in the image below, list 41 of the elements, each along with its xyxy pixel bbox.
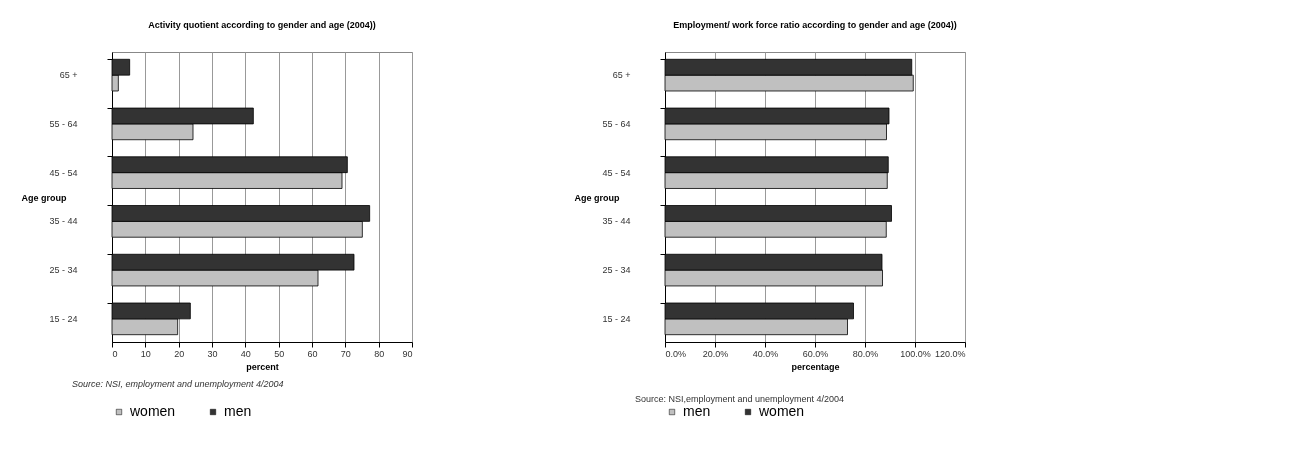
y-axis-title: Age group bbox=[574, 192, 620, 203]
y-axis-title: Age group bbox=[21, 192, 67, 203]
source-note: Source: NSI,employment and unemployment 4/2004 bbox=[635, 394, 845, 404]
y-tick-label: 65 + bbox=[612, 70, 631, 81]
x-tick-label: 40 bbox=[240, 348, 251, 359]
y-tick-label: 15 - 24 bbox=[602, 313, 631, 324]
x-tick-label: 40.0% bbox=[752, 348, 779, 359]
chart-title: Employment/ work force ratio according to gender and age (2004)) bbox=[673, 20, 957, 30]
y-tick-label: 35 - 44 bbox=[49, 216, 78, 227]
x-axis-title: percent bbox=[246, 361, 279, 372]
x-tick-label: 50 bbox=[274, 348, 285, 359]
legend-label: men bbox=[683, 403, 711, 419]
x-tick-label: 60 bbox=[307, 348, 318, 359]
y-tick-label: 45 - 54 bbox=[49, 167, 78, 178]
y-tick-label: 25 - 34 bbox=[49, 265, 78, 276]
x-tick-label: 70 bbox=[340, 348, 351, 359]
x-tick-label: 30 bbox=[207, 348, 218, 359]
y-tick-label: 25 - 34 bbox=[602, 265, 631, 276]
x-tick-label: 0.0% bbox=[665, 348, 687, 359]
y-tick-label: 15 - 24 bbox=[49, 313, 78, 324]
legend-label: women bbox=[129, 403, 176, 419]
x-tick-label: 90 bbox=[402, 348, 413, 359]
y-tick-label: 55 - 64 bbox=[602, 118, 631, 129]
x-tick-label: 60.0% bbox=[802, 348, 829, 359]
x-axis-title: percentage bbox=[791, 361, 840, 372]
y-tick-label: 35 - 44 bbox=[602, 216, 631, 227]
y-tick-label: 65 + bbox=[59, 70, 78, 81]
y-tick-label: 45 - 54 bbox=[602, 167, 631, 178]
x-tick-label: 0 bbox=[112, 348, 118, 359]
source-note: Source: NSI, employment and unemployment 4/2004 bbox=[72, 379, 284, 389]
y-tick-label: 55 - 64 bbox=[49, 118, 78, 129]
x-tick-label: 10 bbox=[140, 348, 151, 359]
x-tick-label: 120.0% bbox=[934, 348, 966, 359]
x-tick-label: 20.0% bbox=[702, 348, 729, 359]
chart-title: Activity quotient according to gender and age (2004)) bbox=[148, 20, 376, 30]
x-tick-label: 100.0% bbox=[900, 348, 931, 359]
x-tick-label: 80 bbox=[374, 348, 385, 359]
legend-label: men bbox=[224, 403, 252, 419]
x-tick-label: 80.0% bbox=[852, 348, 879, 359]
x-tick-label: 20 bbox=[174, 348, 185, 359]
legend-label: women bbox=[758, 403, 805, 419]
